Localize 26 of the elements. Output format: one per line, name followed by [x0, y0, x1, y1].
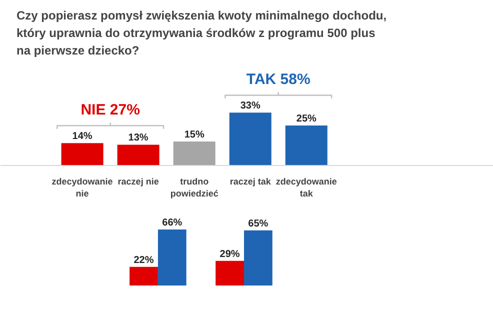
bar — [229, 112, 272, 166]
bar — [130, 266, 158, 286]
data-label: 33% — [240, 100, 260, 112]
bar — [158, 230, 186, 286]
data-label: 66% — [162, 218, 182, 228]
bar — [117, 144, 160, 166]
text: TAK 58% — [246, 71, 310, 88]
bar — [285, 125, 328, 166]
data-label: 13% — [128, 132, 148, 144]
data-label: 22% — [134, 254, 154, 266]
bar — [244, 230, 272, 286]
annotation: NIE 27% — [80, 101, 140, 118]
x-tick-label: raczej nie — [118, 176, 159, 186]
data-label: 25% — [296, 113, 316, 124]
chart-title: Czy popierasz pomysł zwiększenia kwoty minimalnego dochodu, który uprawnia do otrzymywania środków z programu 500 plus na pierwsze dziecko? — [16, 8, 387, 58]
x-tick-label: zdecydowanie nie — [52, 176, 113, 198]
data-label: 29% — [220, 248, 240, 260]
bar — [61, 143, 104, 166]
x-tick-label: raczej tak — [230, 176, 272, 186]
bar — [216, 260, 244, 286]
bar — [173, 141, 216, 166]
x-tick-label: zdecydowanie tak — [276, 176, 337, 198]
data-label: 14% — [72, 131, 92, 142]
data-label: 65% — [248, 218, 268, 230]
x-tick-label: trudno powiedzieć — [170, 176, 218, 198]
data-label: 15% — [184, 129, 204, 140]
